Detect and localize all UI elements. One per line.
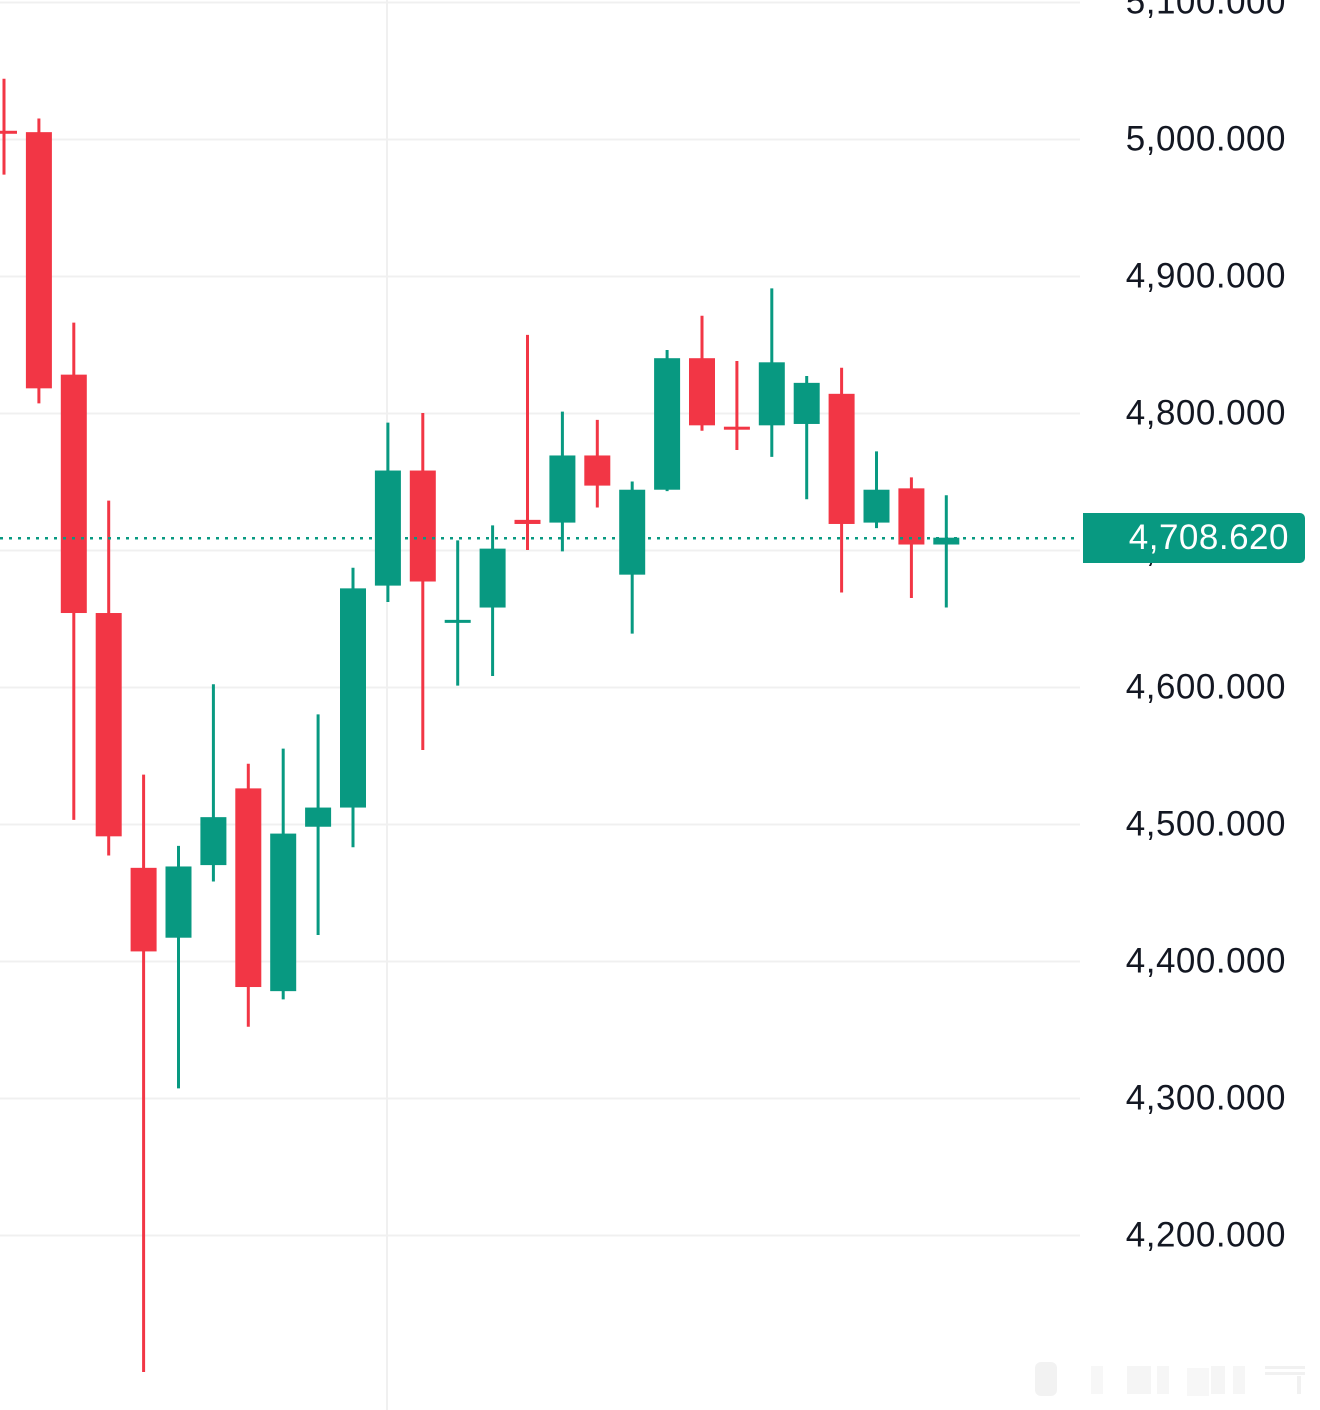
candle-body-up bbox=[479, 548, 506, 608]
candle-body-down bbox=[689, 358, 715, 426]
candle[interactable] bbox=[305, 714, 332, 935]
candle-body-up bbox=[654, 358, 681, 490]
candle-body-up bbox=[758, 362, 785, 426]
candle[interactable] bbox=[933, 495, 960, 608]
candle-body-down bbox=[0, 130, 17, 134]
candle-body-up bbox=[933, 537, 960, 545]
candle-body-down bbox=[723, 426, 750, 430]
candle[interactable] bbox=[200, 684, 227, 882]
candle[interactable] bbox=[514, 334, 541, 550]
candle-body-up bbox=[549, 455, 576, 523]
price-axis-tick-label: 4,200.000 bbox=[1125, 1215, 1286, 1255]
candle[interactable] bbox=[374, 422, 401, 603]
candle-body-up bbox=[200, 817, 227, 866]
price-axis-tick-label: 4,800.000 bbox=[1125, 393, 1286, 433]
candle[interactable] bbox=[758, 288, 785, 457]
candle[interactable] bbox=[130, 774, 157, 1372]
candle-body-down bbox=[584, 455, 611, 486]
candle[interactable] bbox=[0, 78, 17, 175]
candle-body-up bbox=[444, 619, 471, 623]
plot-area[interactable] bbox=[0, 0, 1080, 1410]
candle-body-up bbox=[165, 866, 192, 938]
candle-body-up bbox=[793, 382, 820, 424]
candle[interactable] bbox=[270, 748, 297, 1000]
candle-body-down bbox=[60, 374, 87, 614]
current-price-label: 4,708.620 bbox=[1083, 513, 1305, 564]
price-axis-tick-label: 4,600.000 bbox=[1125, 667, 1286, 707]
price-axis-tick-label: 4,400.000 bbox=[1125, 941, 1286, 981]
candle[interactable] bbox=[340, 567, 366, 848]
candles-canvas[interactable] bbox=[0, 0, 1080, 1410]
candle[interactable] bbox=[584, 419, 611, 508]
candle-body-down bbox=[898, 488, 925, 545]
candle[interactable] bbox=[549, 411, 576, 552]
candle-body-up bbox=[619, 489, 646, 575]
candle-body-down bbox=[95, 613, 122, 837]
candle[interactable] bbox=[95, 500, 122, 856]
candle[interactable] bbox=[409, 413, 436, 751]
candle-body-up bbox=[863, 489, 890, 523]
candle-body-up bbox=[340, 588, 366, 808]
price-axis-tick-label: 4,900.000 bbox=[1125, 256, 1286, 296]
candle-body-up bbox=[270, 833, 297, 992]
candle-body-down bbox=[514, 519, 541, 524]
price-axis-tick-label: 5,000.000 bbox=[1125, 119, 1286, 159]
candle[interactable] bbox=[165, 845, 192, 1089]
candle[interactable] bbox=[723, 360, 750, 450]
candle-body-down bbox=[409, 470, 436, 582]
candle[interactable] bbox=[25, 118, 52, 404]
candle[interactable] bbox=[444, 540, 471, 686]
candle-body-up bbox=[305, 807, 332, 827]
candle[interactable] bbox=[689, 315, 715, 431]
candle[interactable] bbox=[654, 349, 681, 492]
candle[interactable] bbox=[235, 763, 262, 1027]
candle[interactable] bbox=[828, 367, 855, 593]
watermark-logo-icon bbox=[1035, 1362, 1305, 1396]
candle-body-down bbox=[828, 393, 855, 524]
candle[interactable] bbox=[619, 481, 646, 634]
candle[interactable] bbox=[863, 451, 890, 529]
candle-body-down bbox=[25, 132, 52, 389]
candle[interactable] bbox=[793, 376, 820, 500]
candle-body-down bbox=[130, 867, 157, 952]
candle-body-up bbox=[374, 470, 401, 586]
current-price-value: 4,708.620 bbox=[1128, 518, 1289, 558]
price-axis-tick-label: 4,500.000 bbox=[1125, 804, 1286, 844]
candle[interactable] bbox=[479, 525, 506, 677]
candle-body-down bbox=[235, 788, 262, 988]
price-axis-tick-label: 4,300.000 bbox=[1125, 1078, 1286, 1118]
price-axis-tick-label: 5,100.000 bbox=[1125, 0, 1286, 22]
candle[interactable] bbox=[60, 322, 87, 820]
